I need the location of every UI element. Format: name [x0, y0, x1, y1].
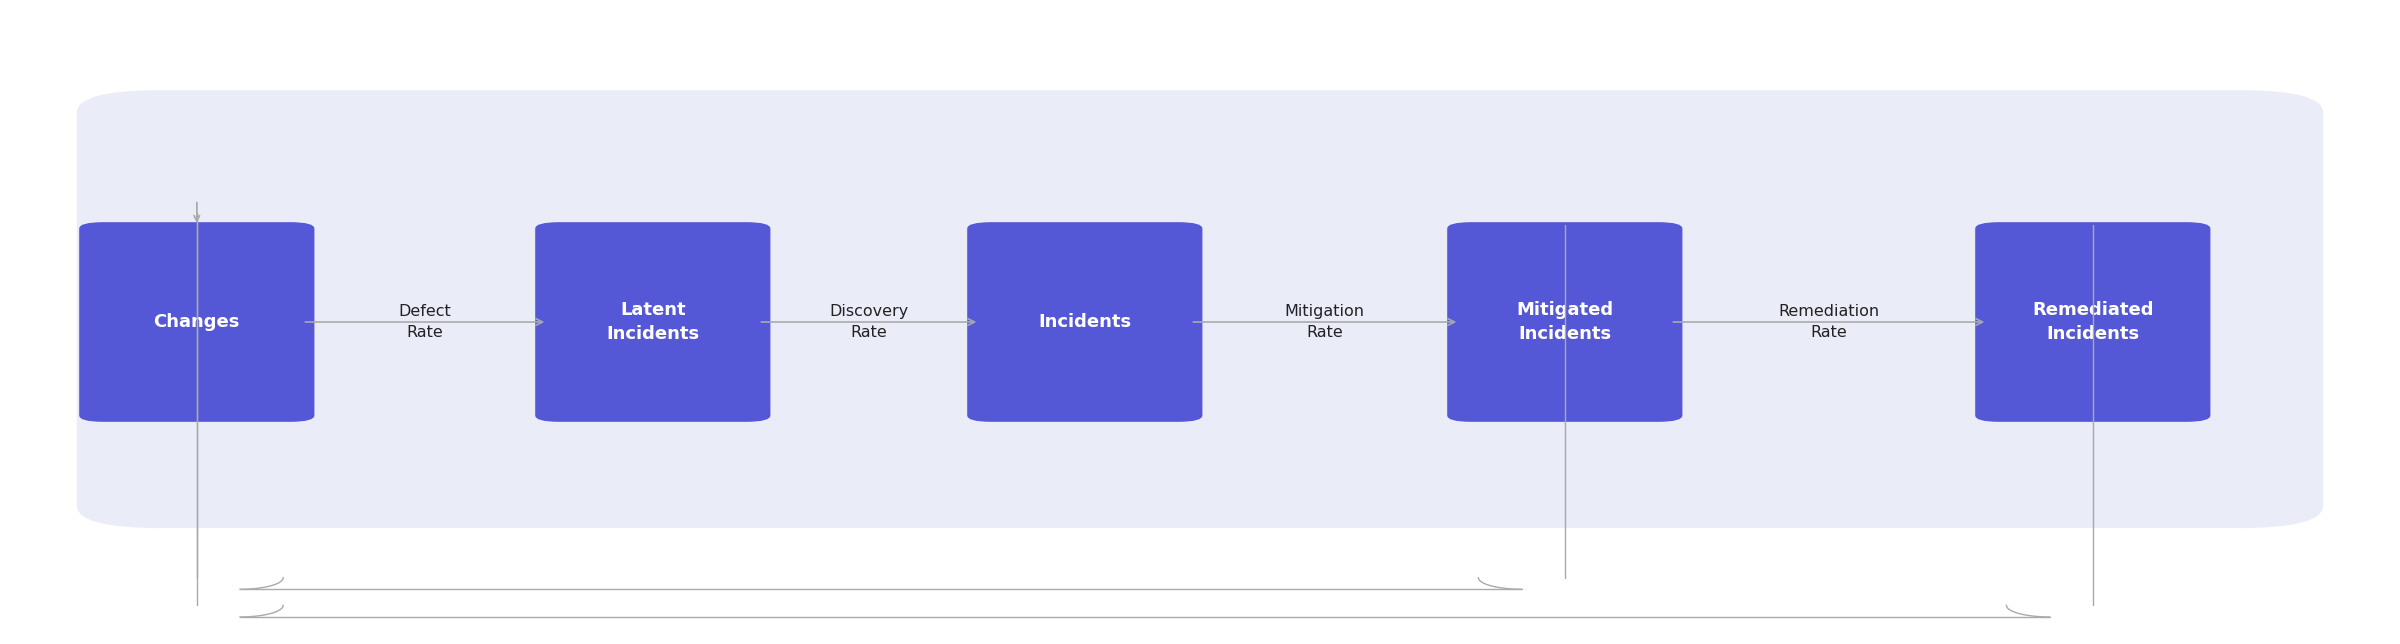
FancyBboxPatch shape	[535, 222, 770, 422]
FancyBboxPatch shape	[1447, 222, 1682, 422]
Text: Remediation
Rate: Remediation Rate	[1778, 304, 1879, 340]
FancyBboxPatch shape	[79, 222, 314, 422]
FancyBboxPatch shape	[77, 90, 2323, 528]
Text: Incidents: Incidents	[1039, 313, 1130, 331]
Text: Changes: Changes	[154, 313, 240, 331]
Text: Mitigated
Incidents: Mitigated Incidents	[1517, 301, 1613, 343]
Text: Defect
Rate: Defect Rate	[398, 304, 451, 340]
Text: Latent
Incidents: Latent Incidents	[607, 301, 698, 343]
FancyBboxPatch shape	[1975, 222, 2210, 422]
Text: Discovery
Rate: Discovery Rate	[828, 304, 910, 340]
Text: Mitigation
Rate: Mitigation Rate	[1284, 304, 1366, 340]
FancyBboxPatch shape	[967, 222, 1202, 422]
Text: Remediated
Incidents: Remediated Incidents	[2033, 301, 2153, 343]
